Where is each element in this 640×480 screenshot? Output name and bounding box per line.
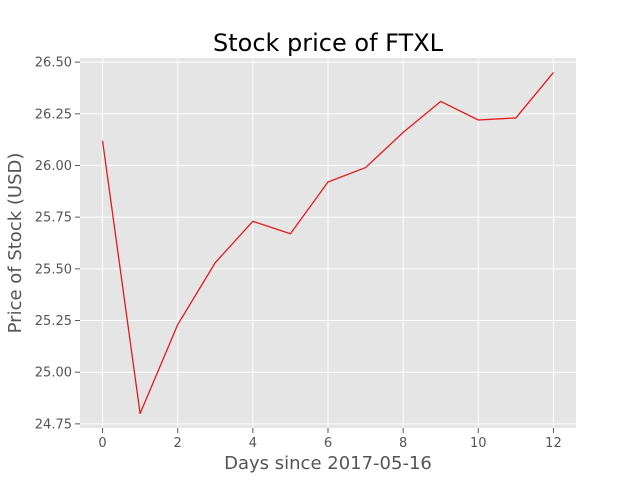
x-tick-label: 0 [98,436,106,451]
grid [80,58,576,428]
y-tick-label: 24.75 [35,417,72,432]
y-axis-ticks: 24.75 25.00 25.25 25.50 25.75 26.00 26.25 26.50 [35,56,80,432]
x-tick-label: 12 [545,436,562,451]
y-tick-label: 26.25 [35,107,72,122]
x-axis-label: Days since 2017-05-16 [224,453,432,474]
x-tick-label: 4 [249,436,257,451]
x-tick-label: 8 [399,436,407,451]
y-tick-label: 25.50 [35,262,72,277]
y-tick-label: 26.50 [35,56,72,71]
y-tick-label: 26.00 [35,159,72,174]
price-line [101,72,554,415]
y-tick-label: 25.75 [35,211,72,226]
y-tick-label: 25.00 [35,366,72,381]
y-axis-label: Price of Stock (USD) [5,153,26,334]
x-tick-label: 6 [324,436,332,451]
x-axis-ticks: 0 2 4 6 8 10 12 [98,428,562,451]
series-layer [101,72,554,415]
y-tick-label: 25.25 [35,314,72,329]
x-tick-label: 10 [470,436,487,451]
chart-title: Stock price of FTXL [213,29,444,57]
x-tick-label: 2 [174,436,182,451]
